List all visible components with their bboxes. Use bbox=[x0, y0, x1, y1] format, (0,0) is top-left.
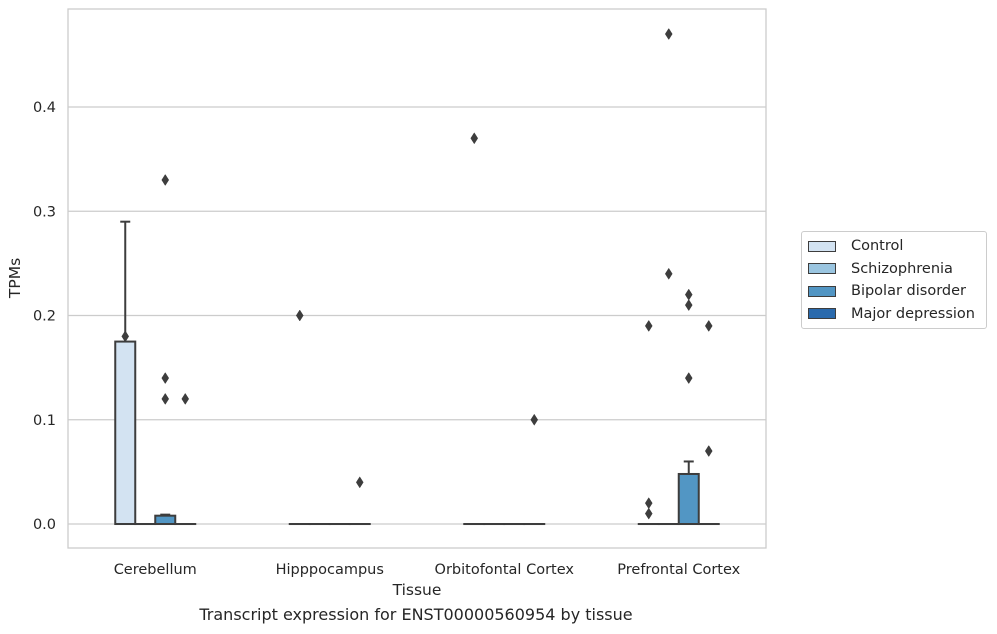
x-tick-label: Cerebellum bbox=[114, 562, 197, 578]
outlier-point bbox=[644, 319, 653, 332]
legend-label: Major depression bbox=[851, 305, 975, 322]
outlier-point bbox=[704, 319, 713, 332]
outlier-point bbox=[181, 392, 190, 405]
legend-item: Bipolar disorder bbox=[802, 280, 986, 303]
outlier-point bbox=[530, 413, 539, 426]
legend-label: Control bbox=[851, 238, 904, 255]
legend-label: Bipolar disorder bbox=[851, 283, 966, 300]
x-tick-label: Prefrontal Cortex bbox=[617, 562, 740, 578]
y-tick-label: 0.1 bbox=[33, 413, 56, 429]
chart-caption: Transcript expression for ENST0000056095… bbox=[199, 605, 633, 624]
outlier-point bbox=[161, 392, 170, 405]
legend: Control Schizophrenia Bipolar disorder Majo… bbox=[801, 231, 987, 329]
boxes-layer bbox=[114, 28, 720, 526]
outlier-point bbox=[684, 288, 693, 301]
y-tick-labels: 0.0 0.1 0.2 0.3 0.4 bbox=[33, 100, 56, 533]
x-axis-label: Tissue bbox=[392, 581, 442, 599]
y-tick-label: 0.4 bbox=[33, 100, 56, 116]
y-tick-label: 0.0 bbox=[33, 517, 56, 533]
outlier-point bbox=[644, 497, 653, 510]
outlier-point bbox=[664, 28, 673, 40]
box bbox=[677, 472, 700, 526]
outlier-point bbox=[161, 372, 170, 385]
outlier-point bbox=[704, 445, 713, 458]
x-tick-label: Hipppocampus bbox=[276, 562, 384, 578]
outlier-point bbox=[664, 267, 673, 280]
outlier-point bbox=[295, 309, 304, 322]
x-tick-labels: Cerebellum Hipppocampus Orbitofontal Corte… bbox=[114, 562, 741, 578]
plot-frame bbox=[67, 8, 767, 549]
legend-swatch bbox=[808, 308, 836, 320]
outlier-point bbox=[644, 507, 653, 520]
outlier-point bbox=[684, 372, 693, 385]
legend-label: Schizophrenia bbox=[851, 260, 953, 277]
y-tick-label: 0.3 bbox=[33, 204, 56, 220]
x-tick-label: Orbitofontal Cortex bbox=[435, 562, 575, 578]
outlier-point bbox=[121, 330, 130, 343]
box bbox=[114, 340, 137, 526]
y-axis-label: TPMs bbox=[6, 258, 24, 299]
y-grid bbox=[68, 106, 766, 525]
legend-item: Schizophrenia bbox=[802, 258, 986, 281]
outlier-point bbox=[355, 476, 364, 489]
legend-swatch bbox=[808, 240, 836, 252]
legend-item: Control bbox=[802, 235, 986, 258]
legend-item: Major depression bbox=[802, 303, 986, 326]
outlier-point bbox=[161, 174, 170, 186]
legend-swatch bbox=[808, 285, 836, 297]
y-tick-label: 0.2 bbox=[33, 309, 56, 325]
outlier-point bbox=[684, 299, 693, 312]
outlier-point bbox=[470, 132, 479, 145]
box bbox=[154, 514, 177, 526]
legend-swatch bbox=[808, 263, 836, 275]
